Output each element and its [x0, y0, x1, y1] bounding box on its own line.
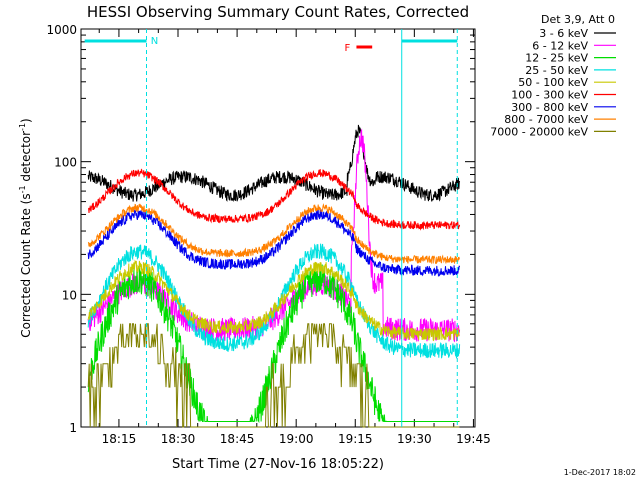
series-line: [87, 208, 461, 278]
legend-label: 50 - 100 keV: [518, 76, 588, 89]
y-tick-label: 1000: [46, 23, 77, 37]
x-tick-label: 19:00: [279, 432, 314, 446]
y-axis-label-mid: detector: [19, 131, 33, 186]
legend-label: 12 - 25 keV: [525, 52, 588, 65]
legend-label: 25 - 50 keV: [525, 64, 588, 77]
plot-frame: [80, 28, 476, 428]
y-axis-label-main: Corrected Count Rate (s: [19, 193, 33, 337]
legend-label: 3 - 6 keV: [539, 27, 588, 40]
series-line: [87, 264, 460, 424]
legend-label: 7000 - 20000 keV: [490, 125, 588, 138]
y-axis-label-end: ): [19, 118, 33, 123]
y-tick-label: 100: [54, 156, 77, 170]
legend-label: 100 - 300 keV: [511, 89, 588, 102]
axes-layer: 18:15 18:30 18:45 19:00 19:15 19:30 19:45 1 10 10…: [46, 23, 490, 446]
legend-label: 6 - 12 keV: [532, 39, 588, 52]
y-tick-label: 10: [62, 288, 77, 302]
x-tick-label: 18:15: [102, 432, 137, 446]
flare-label: F: [344, 43, 350, 54]
x-tick-label: 18:45: [220, 432, 255, 446]
chart-title: HESSI Observing Summary Count Rates, Cor…: [87, 3, 469, 21]
series-line: [87, 259, 460, 342]
series-line: [87, 203, 461, 265]
y-tick-label: 1: [69, 421, 77, 435]
x-tick-label: 18:30: [161, 432, 196, 446]
legend-title: Det 3,9, Att 0: [541, 13, 615, 26]
x-tick-label: 19:15: [338, 432, 373, 446]
series-line: [87, 323, 460, 428]
series-layer: [87, 124, 461, 428]
x-tick-label: 19:30: [397, 432, 432, 446]
series-line: [87, 168, 461, 231]
legend-label: 300 - 800 keV: [511, 101, 588, 114]
footer-date: 1-Dec-2017 18:02: [564, 468, 636, 477]
overlay-layer: NF: [84, 29, 458, 427]
x-axis-label: Start Time (27-Nov-16 18:05:22): [172, 457, 384, 472]
series-line: [87, 124, 461, 203]
x-tick-label: 19:45: [456, 432, 491, 446]
legend-label: 800 - 7000 keV: [504, 113, 588, 126]
y-axis-label-sup1: -1: [18, 185, 27, 193]
y-axis-label-sup2: -1: [18, 123, 27, 131]
y-axis-label: Corrected Count Rate (s-1 detector-1): [18, 118, 33, 337]
night-label: N: [151, 36, 158, 47]
